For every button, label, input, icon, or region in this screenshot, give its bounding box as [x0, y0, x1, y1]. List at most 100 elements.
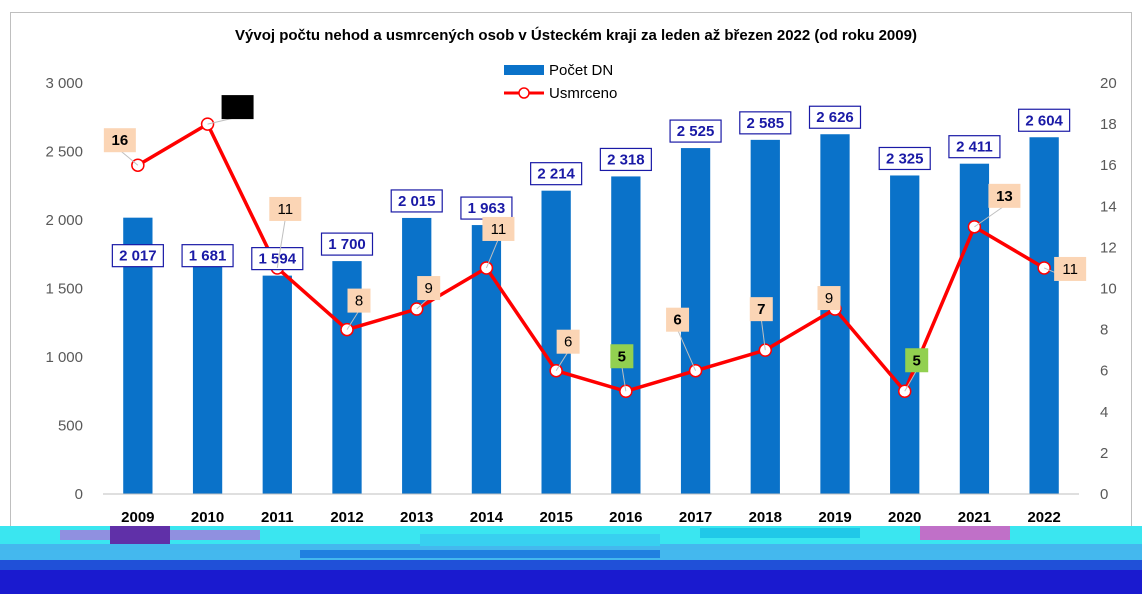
line-label-box — [482, 216, 515, 241]
y-left-tick-label: 1 000 — [45, 349, 83, 366]
y-right-tick-label: 2 — [1100, 445, 1108, 462]
line-data-label: 16 — [112, 132, 129, 149]
line-path — [136, 122, 1046, 393]
line-label-box — [905, 348, 929, 373]
bar — [959, 163, 990, 494]
bar — [890, 175, 920, 494]
leader-line — [555, 351, 569, 371]
x-tick-label: 2019 — [818, 509, 851, 526]
line-data-label: 6 — [673, 312, 681, 329]
y-left-tick-label: 0 — [75, 486, 83, 503]
line-label-box — [1054, 256, 1087, 281]
bar-data-label: 2 411 — [956, 139, 993, 156]
y-right-tick-label: 0 — [1100, 486, 1108, 503]
line-label-box — [749, 297, 773, 322]
y-left-tick-label: 1 500 — [45, 281, 83, 298]
line-data-label: 9 — [425, 280, 433, 297]
x-tick-label: 2015 — [539, 509, 572, 526]
bar-data-label: 2 525 — [677, 123, 715, 140]
bar-label-box — [948, 135, 1001, 159]
x-tick-label: 2017 — [679, 509, 712, 526]
bar-label-box — [111, 244, 164, 268]
bar-data-label: 2 325 — [886, 150, 924, 167]
y-right-tick-label: 18 — [1100, 116, 1117, 133]
bar-label-box — [669, 119, 722, 143]
line-data-label: 7 — [757, 301, 765, 318]
bar-label-box — [878, 146, 931, 171]
x-tick-label: 2010 — [191, 509, 224, 526]
y-right-tick-label: 20 — [1100, 75, 1117, 92]
bar-data-label: 1 681 — [189, 248, 227, 265]
legend: Počet DN Usmrceno — [504, 62, 617, 102]
line-series — [131, 117, 1051, 398]
legend-swatch-marker — [518, 87, 530, 99]
chart-frame: Vývoj počtu nehod a usmrcených osob v Ús… — [10, 12, 1132, 588]
line-data-label: 11 — [491, 221, 507, 238]
y-left-tick-label: 2 000 — [45, 212, 83, 229]
bar-label-box — [739, 111, 792, 135]
x-tick-label: 2014 — [470, 509, 504, 526]
y-right-tick-label: 10 — [1100, 281, 1117, 298]
line-label-box — [221, 95, 254, 120]
bar-data-label: 1 594 — [259, 251, 297, 268]
bar-data-label: 2 015 — [398, 193, 436, 210]
y-axis-left: 0 500 1 000 1 500 2 000 2 500 3 000 — [45, 75, 83, 503]
line-label-box — [988, 183, 1021, 208]
leader-line — [485, 238, 499, 269]
y-right-tick-label: 8 — [1100, 322, 1108, 339]
y-right-tick-label: 12 — [1100, 239, 1117, 256]
x-tick-label: 2013 — [400, 509, 433, 526]
line-data-labels: 16 18 11 8 9 11 6 5 6 7 9 5 13 11 — [103, 95, 1087, 392]
bar-label-box — [251, 247, 304, 271]
bar-series — [123, 134, 1059, 494]
line-data-label: 9 — [825, 290, 833, 307]
leader-line — [677, 329, 697, 371]
bar-data-label: 1 963 — [468, 200, 506, 217]
bar-data-labels: 2 017 1 681 1 594 1 700 2 015 1 963 2 214 2 318… — [111, 105, 1071, 271]
leader-line — [346, 310, 360, 330]
line-label-box — [347, 288, 371, 313]
leader-line — [621, 366, 627, 392]
bar-data-label: 1 700 — [328, 236, 366, 253]
y-right-tick-label: 6 — [1100, 363, 1108, 380]
x-tick-label: 2022 — [1027, 509, 1060, 526]
bar-label-box — [1018, 108, 1071, 132]
chart-title: Vývoj počtu nehod a usmrcených osob v Ús… — [235, 26, 917, 44]
bar — [402, 217, 432, 494]
x-tick-label: 2011 — [261, 509, 294, 526]
y-axis-right: 0 2 4 6 8 10 12 14 16 18 20 — [1100, 75, 1117, 503]
legend-label-bar: Počet DN — [549, 62, 613, 79]
combo-chart: Vývoj počtu nehod a usmrcených osob v Ús… — [45, 26, 1117, 526]
x-tick-label: 2021 — [958, 509, 991, 526]
bar — [611, 176, 641, 494]
line-data-label: 5 — [913, 352, 921, 369]
line-label-box — [556, 329, 580, 354]
bar — [262, 275, 292, 494]
y-right-tick-label: 14 — [1100, 198, 1117, 215]
line-label-box — [817, 286, 841, 311]
x-tick-label: 2018 — [749, 509, 782, 526]
bar-data-label: 2 626 — [816, 109, 854, 126]
line-label-box — [610, 344, 634, 369]
leader-line — [276, 218, 286, 269]
bar-data-label: 2 585 — [747, 115, 785, 132]
line-data-label: 6 — [564, 334, 572, 351]
y-left-tick-label: 2 500 — [45, 144, 83, 161]
y-left-tick-label: 500 — [58, 418, 83, 435]
bar-label-box — [320, 232, 374, 256]
line-point — [131, 158, 145, 172]
line-point — [479, 261, 494, 275]
line-data-label: 13 — [996, 188, 1013, 205]
legend-swatch-bar — [504, 65, 544, 75]
line-label-box — [269, 196, 302, 221]
line-data-label: 11 — [1062, 261, 1078, 278]
leader-line — [760, 319, 766, 351]
x-tick-label: 2016 — [609, 509, 642, 526]
x-tick-label: 2020 — [888, 509, 921, 526]
line-data-label: 8 — [355, 293, 363, 310]
bar-data-label: 2 604 — [1025, 112, 1063, 129]
legend-label-line: Usmrceno — [549, 85, 617, 102]
line-data-label: 18 — [229, 99, 246, 116]
line-label-box — [103, 128, 136, 153]
leader-line — [119, 149, 139, 166]
